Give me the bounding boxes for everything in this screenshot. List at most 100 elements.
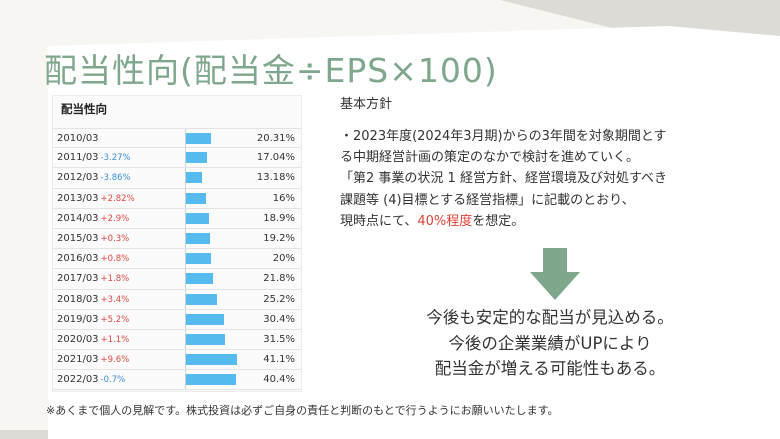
year-label: 2013/03 [57,192,99,204]
table-row: 2010/03 20.31% [53,128,301,149]
bar-cell [185,168,247,188]
row-year: 2010/03 [57,129,99,149]
payout-value: 41.1% [263,354,295,366]
table-row: 2017/03 +1.8% 21.8% [53,269,301,290]
year-label: 2012/03 [57,172,99,184]
payout-bar [186,133,212,144]
outlook-text: 今後も安定的な配当が見込める。 今後の企業業績がUPにより 配当金が増える可能性… [380,305,720,382]
year-label: 2014/03 [57,212,99,224]
payout-bar [186,333,226,345]
table-row: 2013/03 +2.82% 16% [53,188,301,209]
payout-bar [186,273,214,285]
table-row: 2021/03 +9.6% 41.1% [53,350,301,371]
row-year: 2015/03 +0.3% [57,229,129,249]
payout-value: 13.18% [256,172,295,184]
payout-value: 20% [272,253,295,265]
payout-value: 30.4% [263,313,295,325]
policy-line: 課題等 (4)目標とする経営指標」に記載のとおり、 [340,192,635,208]
down-arrow-icon [530,248,580,300]
payout-bar [186,313,224,325]
bar-cell [185,228,247,249]
row-year: 2011/03 -3.27% [57,148,131,168]
row-year: 2013/03 +2.82% [57,189,135,209]
year-change: -3.27% [100,153,131,164]
policy-text: を想定。 [472,213,525,229]
row-year: 2012/03 -3.86% [57,168,131,188]
year-change: +5.2% [100,314,130,325]
policy-line: る中期経営計画の策定のなかで検討を進めていく。 [340,150,640,166]
payout-value: 25.2% [263,293,295,305]
year-label: 2019/03 [57,313,99,325]
year-change: -0.7% [100,375,126,386]
policy-body: ・2023年度(2024年3月期)からの3年間を対象期間とす る中期経営計画の策… [340,126,760,232]
table-row: 2014/03 +2.9% 18.9% [53,208,301,229]
table-heading: 配当性向 [61,102,107,116]
row-year: 2018/03 +3.4% [57,290,129,310]
payout-value: 20.31% [256,133,295,144]
policy-line: 現時点にて、40%程度を想定。 [340,211,760,232]
payout-value: 31.5% [263,333,295,345]
payout-ratio-table: 配当性向 2010/03 20.31% 2011/03 -3.27% 17.04% 201… [52,95,302,392]
year-label: 2016/03 [57,253,99,265]
year-label: 2020/03 [57,333,99,345]
year-change: +2.9% [100,213,130,224]
policy-line: ・2023年度(2024年3月期)からの3年間を対象期間とす [340,129,667,144]
bar-cell [185,249,247,269]
outlook-line: 配当金が増える可能性もある。 [434,359,666,378]
table-row: 2020/03 +1.1% 31.5% [53,329,301,351]
year-label: 2015/03 [57,232,99,244]
year-change: +1.1% [100,334,130,345]
outlook-line: 今後も安定的な配当が見込める。 [426,308,674,327]
payout-bar [186,192,206,204]
year-label: 2022/03 [57,374,99,386]
row-year: 2022/03 -0.7% [57,370,125,390]
year-change: +3.4% [100,294,130,305]
slide-title: 配当性向(配当金÷EPS×100) [44,51,498,90]
year-label: 2018/03 [57,293,99,305]
table-row: 2022/03 -0.7% 40.4% [53,370,301,391]
payout-bar [186,354,237,366]
year-change: +1.8% [100,274,130,285]
bar-cell [185,208,247,228]
bar-cell [185,129,247,148]
payout-target-highlight: 40%程度 [417,213,473,229]
table-row: 2018/03 +3.4% 25.2% [53,289,301,310]
payout-bar [186,293,218,305]
payout-value: 16% [272,192,295,204]
table-rows: 2010/03 20.31% 2011/03 -3.27% 17.04% 2012/03-… [53,128,301,391]
table-row: 2011/03 -3.27% 17.04% [53,148,301,169]
payout-value: 21.8% [263,273,295,285]
payout-value: 17.04% [256,152,295,164]
payout-bar [186,232,210,244]
table-row: 2016/03 +0.8% 20% [53,249,301,270]
payout-bar [186,253,211,265]
payout-value: 19.2% [263,232,295,244]
payout-bar [186,212,210,224]
bar-cell [185,329,247,350]
year-label: 2017/03 [57,273,99,285]
outlook-line: 今後の企業業績がUPにより [448,333,652,353]
payout-bar [186,172,203,184]
row-year: 2017/03 +1.8% [57,269,129,289]
row-year: 2014/03 +2.9% [57,209,129,229]
payout-bar [186,374,237,386]
year-change: +0.8% [100,254,130,265]
bar-cell [185,188,247,208]
year-change: +0.3% [100,233,130,244]
year-label: 2011/03 [57,152,99,164]
bar-cell [185,289,247,309]
year-change: -3.86% [100,173,131,184]
year-label: 2010/03 [57,133,99,144]
table-row: 2015/03 +0.3% 19.2% [53,228,301,250]
payout-value: 18.9% [263,212,295,224]
payout-value: 40.4% [263,374,295,386]
table-row: 2019/03 +5.2% 30.4% [53,309,301,330]
policy-line: 「第2 事業の状況 1 経営方針、経営環境及び対処すべき [340,171,668,187]
row-year: 2021/03 +9.6% [57,350,129,370]
policy-title: 基本方針 [340,97,393,112]
row-year: 2016/03 +0.8% [57,249,129,269]
bar-cell [185,370,247,390]
row-year: 2020/03 +1.1% [57,330,129,350]
year-change: +2.82% [100,193,135,204]
bar-cell [185,148,247,168]
